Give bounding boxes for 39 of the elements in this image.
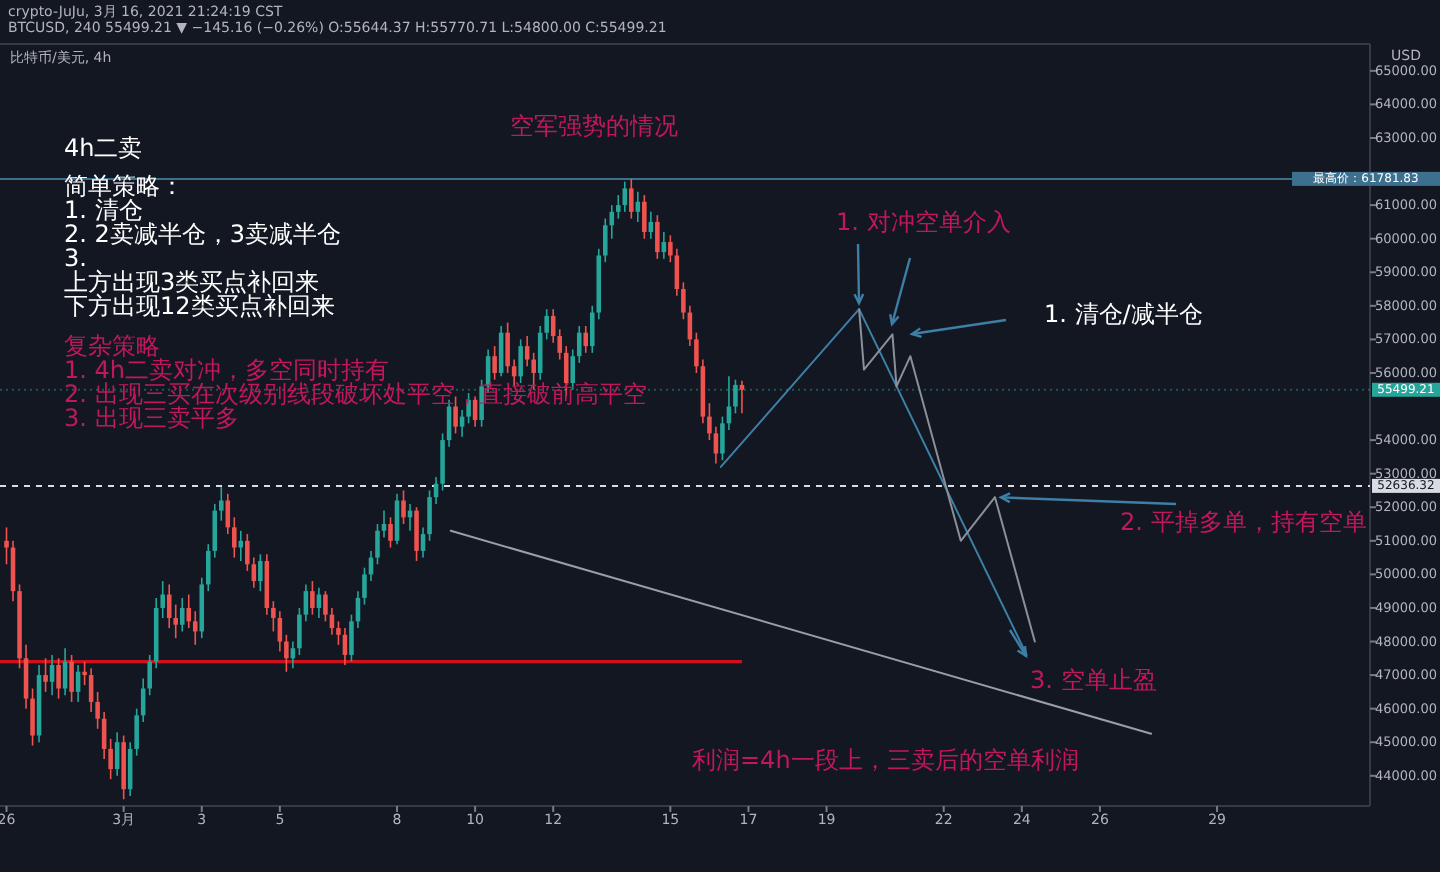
candlestick [401,489,406,525]
annotation: 1. 4h二卖对冲，多空同时持有 [64,356,390,384]
candlestick [121,734,126,801]
candlestick [739,379,745,415]
candlestick [56,657,61,700]
candlestick [629,178,634,220]
annotation: 空军强势的情况 [510,112,678,140]
candlestick [238,529,244,562]
annotation: 3. 空单止盈 [1030,666,1157,694]
candlestick [642,194,647,240]
annotation: 3. 出现三卖平多 [64,404,239,432]
candlestick [310,580,315,616]
annotation: 4h二卖 [64,134,143,162]
candlestick [43,657,48,693]
candlestick [277,610,283,653]
candlestick [713,425,719,465]
candlestick [69,654,74,703]
annotation: 1. 清仓 [64,196,143,224]
annotation: 3. [64,244,87,272]
candlestick [179,597,185,633]
candlestick [518,338,523,384]
annotation: 简单策略： [64,172,184,200]
annotation: 下方出现12类买点补回来 [64,292,335,320]
candlestick [583,325,589,354]
annotation: 复杂策略 [64,332,160,360]
annotation: 1. 清仓/减半仓 [1044,300,1203,328]
line-series [858,308,1036,643]
annotation: 1. 对冲空单介入 [836,208,1011,236]
candlestick [655,214,660,260]
candlestick [492,345,497,381]
annotation: 2. 平掉多单，持有空单 [1120,508,1367,536]
candlestick [524,335,530,368]
annotation: 利润=4h一段上，三卖后的空单利润 [692,746,1079,774]
candlestick [453,395,458,435]
candlestick [388,516,393,549]
candlestick [414,506,419,562]
annotation: 2. 2卖减半仓，3卖减半仓 [64,220,342,248]
candlestick [258,553,263,592]
annotation: 上方出现3类买点补回来 [64,268,320,296]
